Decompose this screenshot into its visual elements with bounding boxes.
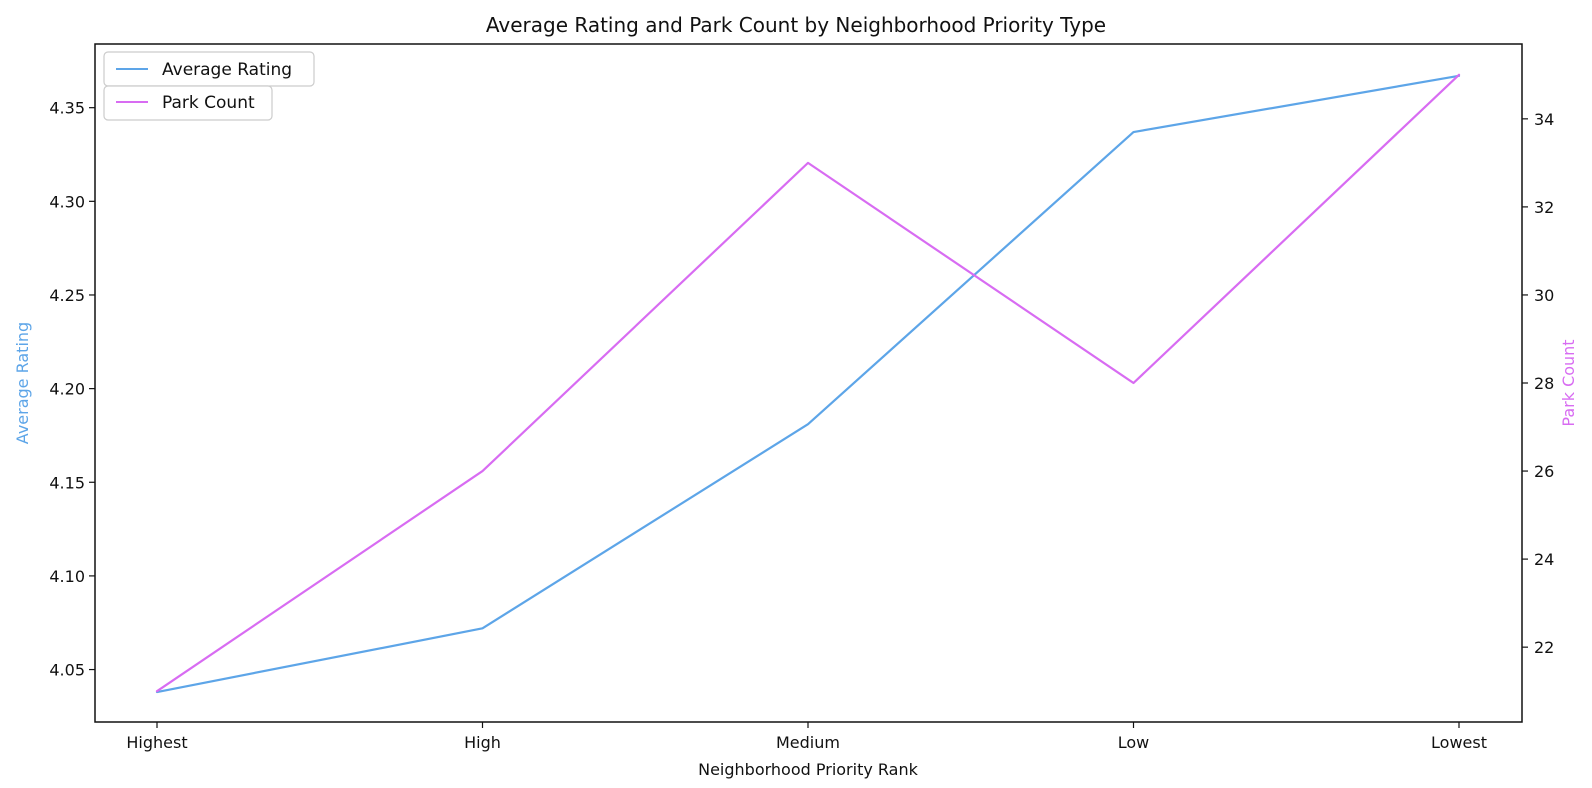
park-count-line [155, 73, 1461, 693]
left-tick-label: 4.20 [49, 380, 85, 399]
right-y-axis-label: Park Count [1559, 339, 1578, 426]
x-tick-label: Highest [126, 733, 187, 752]
x-axis: Highest High Medium Low Lowest [126, 722, 1487, 752]
x-tick-label: Lowest [1431, 733, 1487, 752]
right-tick-label: 26 [1534, 462, 1554, 481]
right-tick-label: 32 [1534, 198, 1554, 217]
chart-title: Average Rating and Park Count by Neighbo… [486, 13, 1106, 37]
left-y-axis-label: Average Rating [13, 322, 32, 444]
right-tick-label: 28 [1534, 374, 1554, 393]
x-tick-label: High [464, 733, 501, 752]
legend-label-park-count: Park Count [162, 93, 255, 113]
x-tick-label: Low [1118, 733, 1150, 752]
x-tick-label: Medium [776, 733, 840, 752]
legend: Average Rating Park Count [103, 51, 315, 121]
plot-frame [94, 43, 1523, 723]
right-y-axis: 22 24 26 28 30 32 34 [1522, 110, 1554, 657]
x-axis-label: Neighborhood Priority Rank [698, 760, 919, 779]
right-tick-label: 24 [1534, 550, 1554, 569]
left-tick-label: 4.25 [49, 286, 85, 305]
left-tick-label: 4.10 [49, 567, 85, 586]
legend-label-average-rating: Average Rating [162, 60, 292, 80]
left-tick-label: 4.35 [49, 99, 85, 118]
left-tick-label: 4.15 [49, 473, 85, 492]
series-layer [155, 73, 1461, 694]
legend-box-park-count [103, 85, 273, 121]
left-tick-label: 4.30 [49, 192, 85, 211]
right-tick-label: 22 [1534, 638, 1554, 657]
average-rating-line [155, 74, 1461, 694]
left-y-axis: 4.05 4.10 4.15 4.20 4.25 4.30 4.35 [49, 99, 95, 680]
left-tick-label: 4.05 [49, 661, 85, 680]
right-tick-label: 34 [1534, 110, 1554, 129]
right-tick-label: 30 [1534, 286, 1554, 305]
